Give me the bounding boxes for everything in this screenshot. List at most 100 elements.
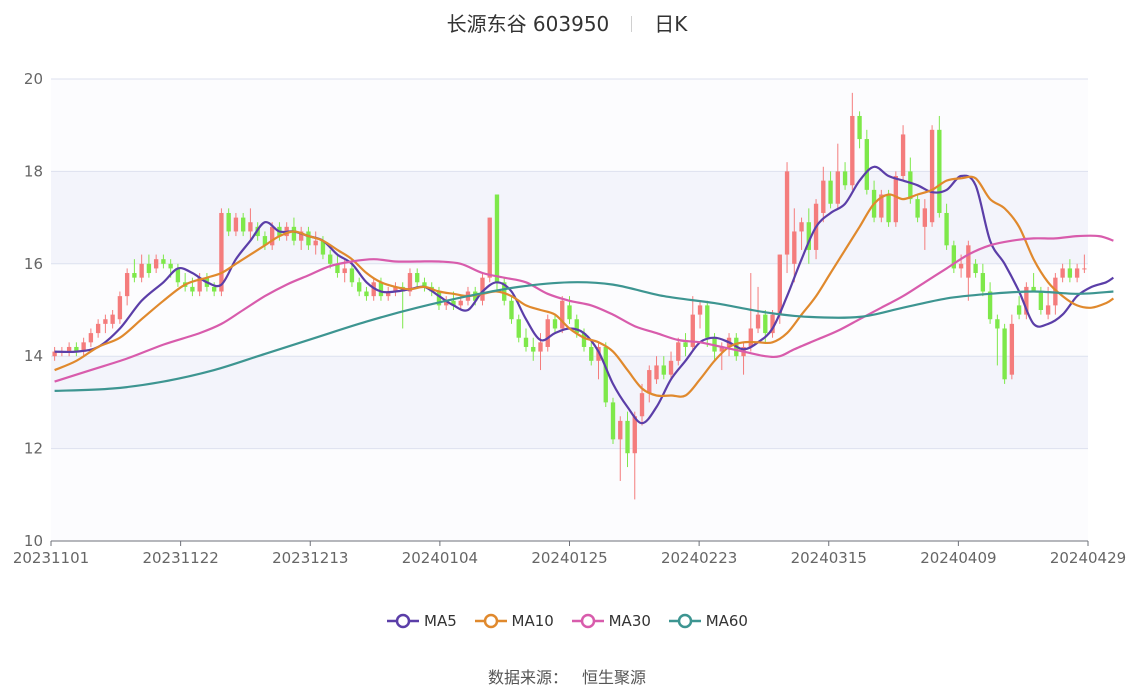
candle-body bbox=[929, 129, 935, 223]
candle-body bbox=[66, 346, 72, 352]
ma-line-ma60 bbox=[54, 281, 1114, 392]
candle-body bbox=[987, 291, 993, 320]
candle-body bbox=[958, 263, 964, 269]
candle-body bbox=[480, 277, 485, 301]
candle-body bbox=[676, 342, 681, 361]
candle-body bbox=[328, 254, 333, 264]
candle-body bbox=[233, 217, 239, 232]
candle-body bbox=[625, 420, 630, 454]
candle-body bbox=[792, 231, 797, 264]
candle-body bbox=[922, 208, 928, 227]
legend-dot bbox=[677, 613, 692, 629]
y-tick-label: 18 bbox=[24, 162, 43, 180]
legend-item-ma5[interactable]: MA5 bbox=[386, 612, 457, 630]
grid-band bbox=[51, 171, 1088, 264]
candle-body bbox=[697, 305, 703, 315]
candle-body bbox=[306, 231, 311, 246]
data-source: 数据来源： 恒生聚源 bbox=[0, 664, 1134, 688]
candle-body bbox=[146, 263, 152, 274]
candle-body bbox=[560, 300, 565, 329]
candle-body bbox=[567, 305, 572, 320]
candle-body bbox=[1009, 323, 1015, 375]
period-label: 日K bbox=[654, 12, 688, 36]
candle-body bbox=[1082, 268, 1087, 270]
candle-body bbox=[458, 300, 463, 306]
candlestick-chart: 10 12 14 16 18 20 20231101 20231122 20231213 2024… bbox=[13, 70, 1126, 567]
candle-body bbox=[211, 286, 217, 292]
candle-body bbox=[52, 351, 57, 357]
candle-body bbox=[784, 171, 790, 255]
legend-item-ma10[interactable]: MA10 bbox=[474, 612, 554, 630]
y-tick-label: 12 bbox=[24, 440, 43, 458]
legend-label-ma30: MA30 bbox=[608, 612, 651, 630]
legend-item-ma30[interactable]: MA30 bbox=[571, 612, 651, 630]
y-tick-label: 14 bbox=[24, 347, 43, 365]
candle-body bbox=[618, 420, 623, 440]
candle-body bbox=[951, 245, 957, 269]
candle-body bbox=[103, 319, 108, 324]
y-tick-label: 10 bbox=[24, 532, 43, 550]
candle-body bbox=[313, 240, 318, 246]
source-name: 恒生聚源 bbox=[582, 668, 647, 687]
candle-body bbox=[81, 342, 86, 352]
candle-body bbox=[661, 365, 666, 375]
candle-body bbox=[1002, 328, 1007, 380]
candle-body bbox=[357, 282, 362, 292]
stock-name-code: 长源东谷 603950 bbox=[446, 12, 610, 36]
candle-body bbox=[705, 305, 710, 338]
candle-body bbox=[900, 134, 906, 177]
candle-body bbox=[531, 346, 536, 352]
candle-body bbox=[226, 212, 231, 232]
grid-band bbox=[51, 79, 1088, 172]
candle-body bbox=[937, 129, 942, 213]
candle-body bbox=[806, 222, 811, 250]
candle-body bbox=[436, 291, 442, 306]
x-tick-label: 20231122 bbox=[142, 549, 218, 567]
legend-item-ma60[interactable]: MA60 bbox=[668, 612, 748, 630]
legend-label-ma10: MA10 bbox=[511, 612, 554, 630]
candle-body bbox=[161, 259, 166, 264]
candle-body bbox=[516, 319, 521, 338]
candle-body bbox=[1045, 305, 1051, 315]
candle-body bbox=[248, 222, 253, 232]
candle-body bbox=[487, 217, 492, 278]
candle-body bbox=[422, 282, 427, 287]
legend-marker-ma30 bbox=[571, 613, 604, 629]
candle-body bbox=[444, 300, 449, 306]
title-divider bbox=[631, 16, 633, 32]
candle-body bbox=[879, 194, 884, 218]
candle-body bbox=[240, 217, 246, 232]
candle-body bbox=[190, 286, 195, 292]
legend-dot bbox=[395, 613, 411, 629]
legend-dot bbox=[483, 613, 498, 629]
y-tick-label: 16 bbox=[24, 255, 43, 273]
candle-body bbox=[610, 402, 616, 440]
candle-body bbox=[139, 263, 144, 278]
candle-body bbox=[719, 346, 724, 352]
candle-body bbox=[1016, 305, 1022, 315]
candle-body bbox=[915, 199, 920, 218]
candle-body bbox=[74, 346, 79, 352]
candle-body bbox=[944, 212, 949, 246]
chart-title: 长源东谷 603950 日K bbox=[0, 8, 1134, 37]
grid-band bbox=[51, 448, 1088, 541]
ma-line-ma5 bbox=[54, 165, 1115, 425]
candle-body bbox=[589, 346, 594, 361]
candle-body bbox=[1060, 268, 1065, 278]
candle-body bbox=[647, 370, 652, 394]
legend-marker-ma60 bbox=[668, 613, 701, 629]
candle-body bbox=[864, 139, 869, 190]
x-tick-label: 20240429 bbox=[1050, 549, 1126, 567]
candle-body bbox=[908, 171, 913, 200]
candle-body bbox=[574, 319, 579, 334]
candle-body bbox=[966, 245, 971, 278]
candle-body bbox=[639, 393, 645, 417]
candle-body bbox=[893, 176, 899, 223]
candle-body bbox=[1074, 268, 1080, 278]
candle-body bbox=[509, 300, 514, 320]
candle-body bbox=[777, 254, 782, 315]
candle-body bbox=[632, 416, 637, 454]
grid-band bbox=[51, 356, 1088, 449]
candle-body bbox=[153, 259, 159, 269]
legend-marker-ma10 bbox=[474, 613, 507, 629]
